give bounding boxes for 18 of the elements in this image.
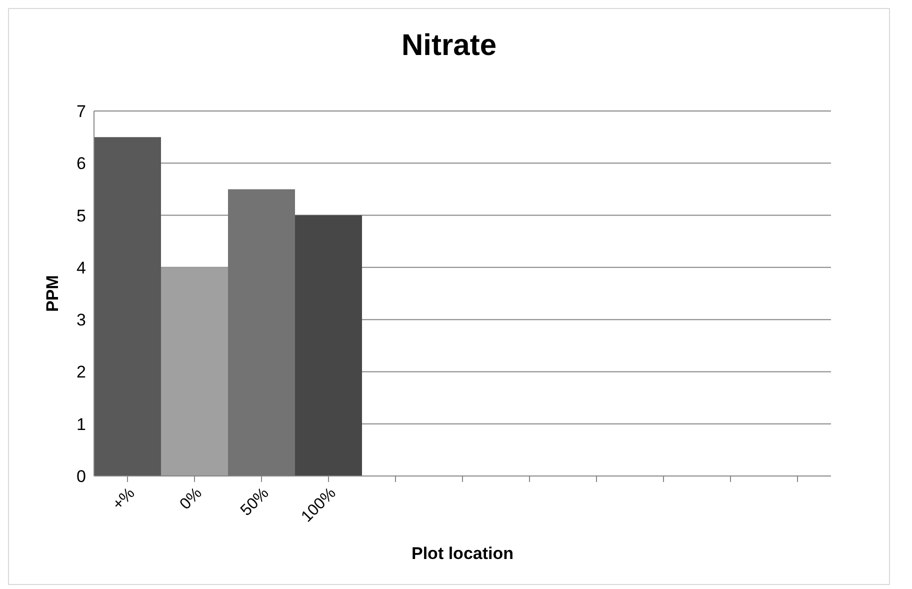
- y-tick-label: 6: [76, 154, 86, 174]
- x-tick-label: 0%: [176, 484, 206, 514]
- bar: [295, 215, 362, 476]
- x-tick-label: 50%: [238, 484, 272, 520]
- y-tick-label: 3: [76, 310, 86, 330]
- y-tick-label: 1: [76, 414, 86, 434]
- bar: [161, 267, 228, 476]
- y-tick-label: 0: [76, 467, 86, 486]
- x-tick-label: +%: [110, 484, 138, 514]
- bar: [228, 189, 295, 476]
- y-tick-label: 7: [76, 102, 86, 122]
- y-tick-label: 2: [76, 362, 86, 382]
- y-axis-title: PPM: [43, 275, 62, 312]
- y-tick-label: 4: [76, 258, 86, 278]
- chart-title: Nitrate: [400, 29, 498, 63]
- x-axis-title: Plot location: [410, 544, 514, 564]
- bar: [94, 137, 161, 476]
- y-tick-label: 5: [76, 206, 86, 226]
